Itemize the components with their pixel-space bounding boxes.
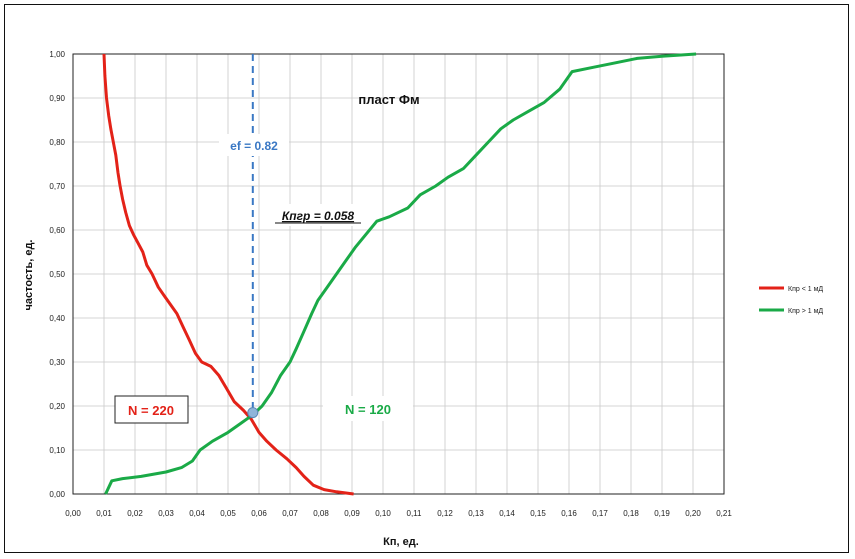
x-tick-label: 0,10 [375,509,391,518]
n-right-box [323,396,413,421]
x-tick-label: 0,02 [127,509,143,518]
legend: Кпр < 1 мД Кпр > 1 мД [759,286,823,315]
x-tick-label: 0,01 [96,509,112,518]
chart-frame [4,4,849,553]
y-tick-label: 0,80 [49,138,65,147]
x-tick-label: 0,17 [592,509,608,518]
y-tick-label: 0,20 [49,402,65,411]
x-tick-label: 0,09 [344,509,360,518]
x-tick-label: 0,21 [716,509,732,518]
kgr-label: Кпгр = 0.058 [282,209,354,223]
y-tick-label: 0,90 [49,94,65,103]
n-right-label: N = 120 [345,402,391,417]
ef-label: ef = 0.82 [230,139,278,153]
x-tick-label: 0,19 [654,509,670,518]
x-tick-label: 0,08 [313,509,329,518]
chart-title: пласт Фм [358,92,419,107]
x-tick-label: 0,20 [685,509,701,518]
x-tick-label: 0,05 [220,509,236,518]
y-tick-label: 0,00 [49,490,65,499]
y-tick-label: 0,50 [49,270,65,279]
x-tick-label: 0,06 [251,509,267,518]
y-tick-label: 0,10 [49,446,65,455]
y-tick-labels: 0,00 0,10 0,20 0,30 0,40 0,50 0,60 0,70 0,80 0,90… [49,50,65,499]
y-tick-label: 1,00 [49,50,65,59]
n-left-label: N = 220 [128,403,174,418]
plot-border [72,53,725,495]
x-tick-label: 0,15 [530,509,546,518]
x-tick-label: 0,13 [468,509,484,518]
legend-label-series-2: Кпр > 1 мД [788,308,823,315]
x-tick-label: 0,03 [158,509,174,518]
x-tick-label: 0,14 [499,509,515,518]
y-tick-label: 0,40 [49,314,65,323]
y-tick-label: 0,30 [49,358,65,367]
x-tick-label: 0,16 [561,509,577,518]
x-tick-label: 0,07 [282,509,298,518]
x-axis-title: Кп, ед. [383,536,419,548]
x-tick-label: 0,18 [623,509,639,518]
x-tick-label: 0,12 [437,509,453,518]
series-line-2 [104,52,697,495]
grid-lines [72,53,725,495]
y-tick-label: 0,60 [49,226,65,235]
x-tick-label: 0,11 [407,509,423,518]
x-tick-label: 0,04 [189,509,205,518]
kgr-label-bg [270,204,366,226]
y-tick-label: 0,70 [49,182,65,191]
ef-label-bg [219,134,289,156]
intersection-marker [247,407,259,419]
x-tick-labels: 0,00 0,01 0,02 0,03 0,04 0,05 0,06 0,07 0,08 0,09… [65,509,732,518]
y-axis-title: частость, ед. [23,240,35,311]
legend-label-series-1: Кпр < 1 мД [788,286,823,293]
series-line-1 [102,53,354,496]
n-left-box [114,395,189,424]
x-tick-label: 0,00 [65,509,81,518]
series-lines [102,52,697,496]
